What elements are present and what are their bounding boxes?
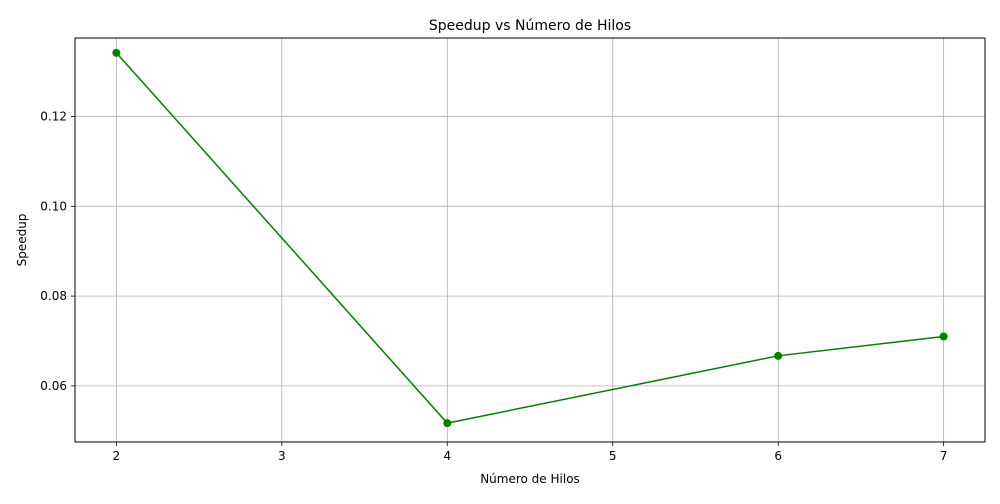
data-point: [939, 332, 948, 341]
tick-layer: 2 3 4 5 6 7 0.06 0.08 0.10 0.12: [40, 110, 947, 463]
x-tick-label: 4: [443, 449, 451, 463]
data-point: [443, 419, 452, 428]
y-tick-label: 0.06: [40, 379, 67, 393]
data-point: [774, 351, 783, 360]
series-layer: [112, 48, 948, 428]
y-tick-label: 0.12: [40, 110, 67, 124]
x-tick-label: 5: [609, 449, 617, 463]
chart-title: Speedup vs Número de Hilos: [429, 18, 631, 34]
grid: [75, 38, 985, 442]
y-tick-label: 0.10: [40, 199, 67, 213]
y-axis-label: Speedup: [15, 214, 29, 267]
x-tick-label: 2: [113, 449, 121, 463]
series-line: [115, 52, 944, 424]
data-point: [112, 48, 121, 57]
plot-area-frame: [74, 37, 986, 443]
y-tick-label: 0.08: [40, 289, 67, 303]
x-tick-label: 6: [774, 449, 782, 463]
x-axis-label: Número de Hilos: [480, 472, 580, 486]
x-tick-label: 7: [940, 449, 948, 463]
x-tick-label: 3: [278, 449, 286, 463]
